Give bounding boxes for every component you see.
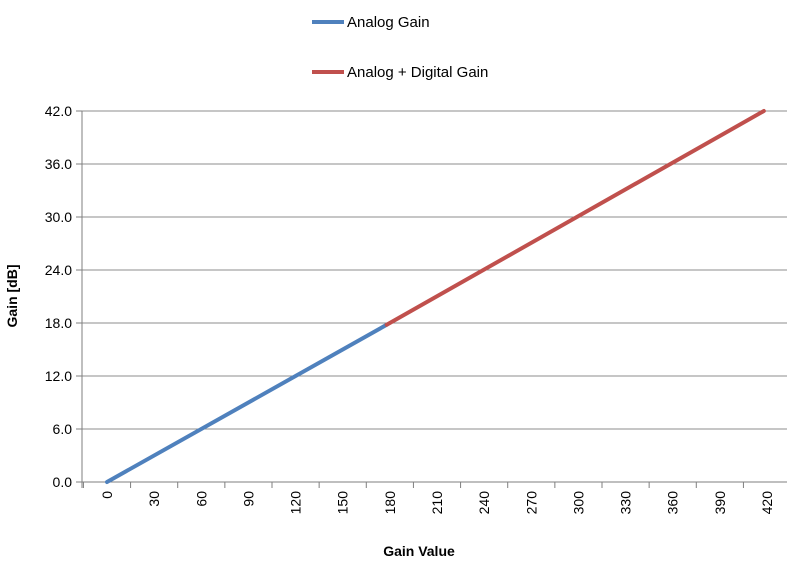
- x-tick-label: 420: [759, 491, 775, 515]
- y-tick-label: 6.0: [53, 421, 73, 437]
- y-tick-label: 24.0: [45, 262, 72, 278]
- y-tick-label: 12.0: [45, 368, 72, 384]
- legend: Analog Gain Analog + Digital Gain: [312, 14, 488, 81]
- y-tick-label: 0.0: [53, 474, 73, 490]
- legend-label: Analog + Digital Gain: [347, 64, 488, 81]
- x-axis-title: Gain Value: [383, 543, 455, 559]
- x-tick-label: 240: [476, 491, 492, 515]
- x-tick-label: 150: [335, 491, 351, 515]
- x-tick-label: 120: [288, 491, 304, 515]
- x-tick-label: 330: [618, 491, 634, 515]
- series-lines: [105, 109, 766, 484]
- y-tick-label: 18.0: [45, 315, 72, 331]
- y-tick-label: 30.0: [45, 209, 72, 225]
- x-tick-label: 360: [665, 491, 681, 515]
- x-tick-label: 270: [523, 491, 539, 515]
- y-tick-label: 42.0: [45, 103, 72, 119]
- x-tick-label: 180: [382, 491, 398, 515]
- y-tick-label: 36.0: [45, 156, 72, 172]
- x-tick-label: 90: [240, 491, 256, 507]
- x-tick-label: 300: [570, 491, 586, 515]
- x-tick-label: 210: [429, 491, 445, 515]
- x-tick-label: 30: [146, 491, 162, 507]
- x-tick-label: 390: [712, 491, 728, 515]
- x-tick-label: 0: [99, 491, 115, 499]
- gridlines: [82, 110, 787, 430]
- axes: 0.0 6.0 12.0 18.0 24.0 30.0 36.0 42.0 0 30 60 90 120…: [45, 103, 787, 514]
- y-axis-title: Gain [dB]: [4, 265, 20, 328]
- legend-label: Analog Gain: [347, 14, 430, 31]
- series-line: [384, 109, 766, 327]
- x-tick-label: 60: [193, 491, 209, 507]
- series-line: [105, 322, 389, 484]
